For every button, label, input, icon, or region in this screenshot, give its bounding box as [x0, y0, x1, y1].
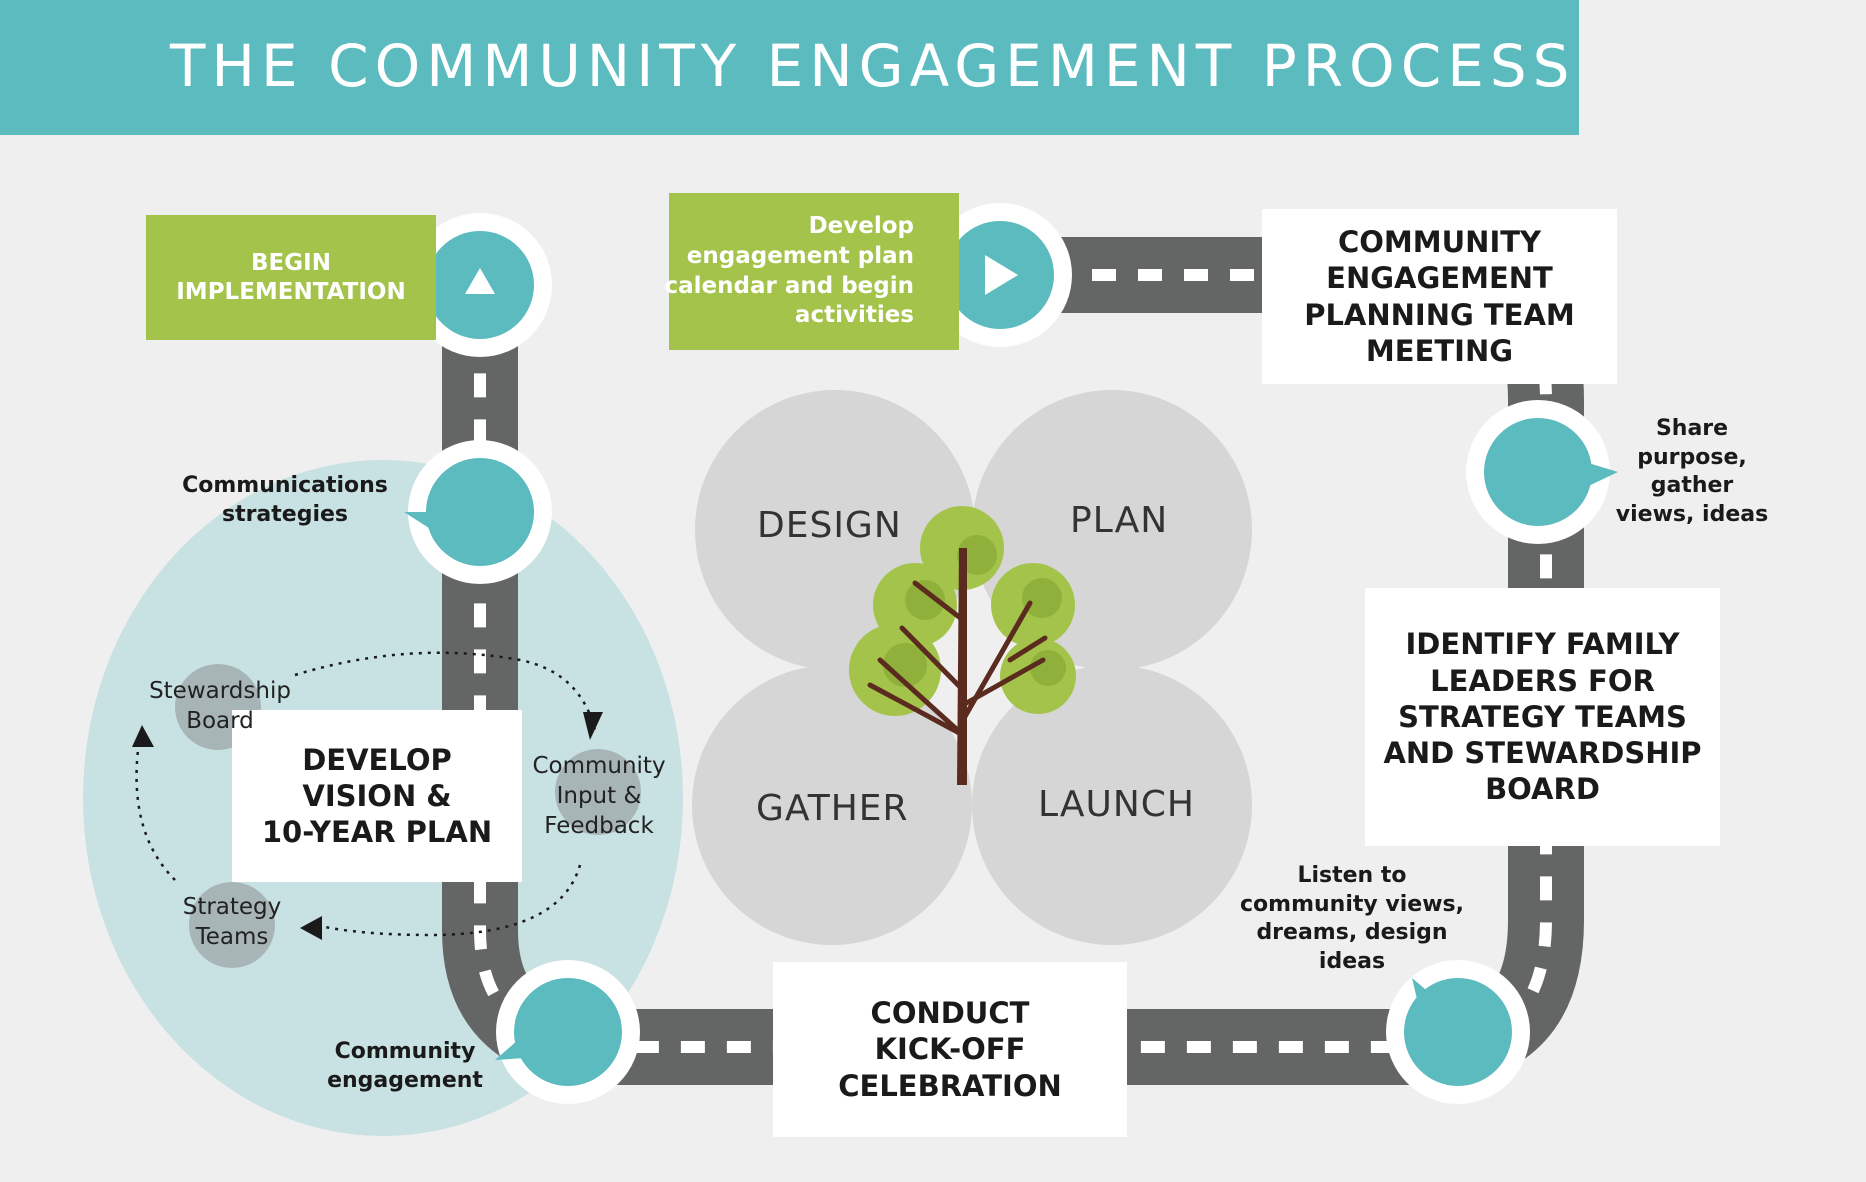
node-share	[1466, 400, 1618, 544]
cycle-arrows	[135, 651, 597, 937]
step-develop-vision: DEVELOP VISION & 10-YEAR PLAN	[232, 710, 522, 882]
cycle-arrowheads	[132, 712, 603, 940]
tree-icon	[849, 506, 1076, 785]
callout-share: Share purpose, gather views, ideas	[1615, 416, 1769, 527]
node-communications	[404, 440, 552, 584]
phase-label-launch: LAUNCH	[1038, 784, 1195, 825]
begin-implementation-text: BEGIN IMPLEMENTATION	[176, 249, 406, 305]
phase-label-design: DESIGN	[757, 505, 902, 546]
cycle-node-strategy	[189, 882, 275, 968]
step-identify-family-leaders: IDENTIFY FAMILY LEADERS FOR STRATEGY TEA…	[1365, 588, 1720, 846]
step-kickoff-celebration: CONDUCT KICK-OFF CELEBRATION	[773, 962, 1127, 1137]
node-community-engagement	[495, 960, 640, 1104]
play-icon	[985, 255, 1018, 295]
callout-listen: Listen to community views, dreams, desig…	[1240, 863, 1464, 974]
phase-label-plan: PLAN	[1070, 500, 1169, 541]
phase-circles	[692, 390, 1252, 945]
develop-engagement-plan-text: Develop engagement plan calendar and beg…	[664, 212, 915, 329]
teal-nodes	[404, 203, 1618, 1104]
phase-circle-launch	[972, 665, 1252, 945]
callout-community-engagement: Community engagement	[327, 1039, 483, 1093]
arrow-input-to-strategy	[314, 864, 582, 937]
cycle-label-stewardship: Stewardship Board	[149, 678, 291, 734]
begin-implementation-box: BEGIN IMPLEMENTATION	[146, 215, 436, 340]
cycle-label-input: Community Input & Feedback	[532, 753, 666, 839]
develop-engagement-plan-box: Develop engagement plan calendar and beg…	[665, 193, 959, 350]
cycle-label-strategy: Strategy Teams	[182, 894, 282, 950]
node-listen	[1386, 960, 1530, 1104]
cycle-node-input	[555, 749, 641, 835]
title-banner: THE COMMUNITY ENGAGEMENT PROCESS	[0, 0, 1579, 135]
step-planning-team-meeting: COMMUNITY ENGAGEMENT PLANNING TEAM MEETI…	[1262, 209, 1617, 384]
page-title: THE COMMUNITY ENGAGEMENT PROCESS	[170, 32, 1576, 100]
triangle-up-icon	[465, 268, 495, 294]
phase-circle-gather	[692, 665, 972, 945]
callout-communications: Communications strategies	[182, 473, 388, 527]
phase-label-gather: GATHER	[756, 788, 909, 829]
cycle-nodes	[175, 664, 641, 968]
